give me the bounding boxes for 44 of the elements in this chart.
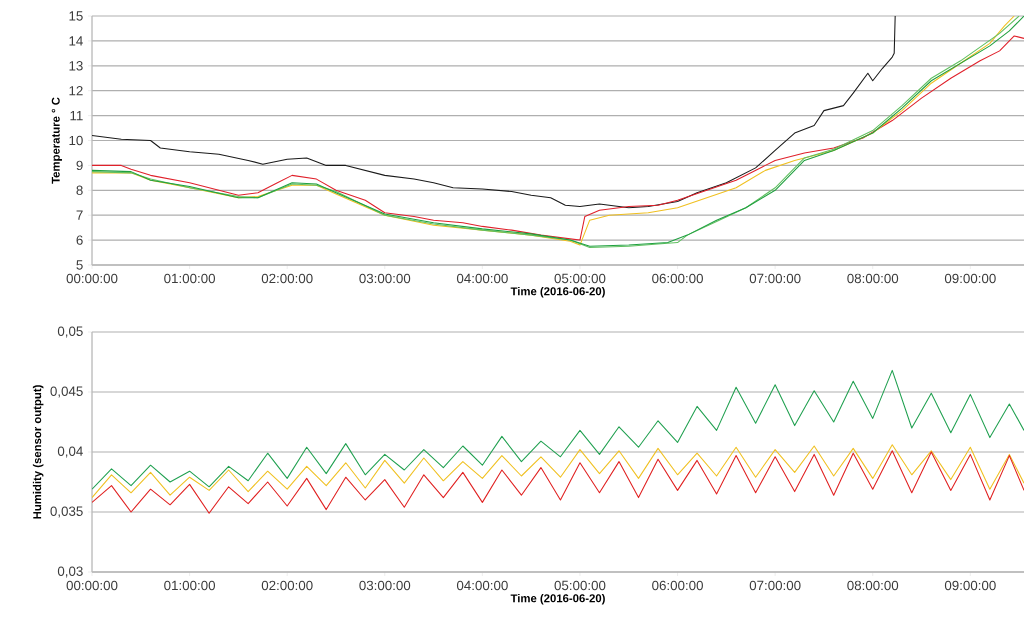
y-axis-title: Temperature ° C <box>51 97 62 184</box>
x-axis-title: Time (2016-06-20) <box>510 286 605 298</box>
y-tick-label: 6 <box>76 235 83 245</box>
x-tick-label: 08:00:00 <box>847 273 899 284</box>
line-series <box>92 16 896 209</box>
y-tick-label: 0,05 <box>57 326 83 338</box>
line-series <box>92 444 1024 499</box>
x-tick-label: 01:00:00 <box>164 273 216 284</box>
y-tick-label: 0,04 <box>57 446 83 458</box>
line-series <box>92 450 1024 514</box>
x-tick-label: 00:00:00 <box>66 273 118 284</box>
x-tick-label: 03:00:00 <box>359 273 411 284</box>
x-tick-label: 04:00:00 <box>456 580 508 591</box>
x-tick-label: 06:00:00 <box>652 580 703 591</box>
y-tick-label: 0,035 <box>50 506 83 518</box>
y-tick-label: 0,03 <box>57 566 83 578</box>
y-tick-label: 5 <box>76 260 83 270</box>
x-tick-label: 08:00:00 <box>847 580 899 591</box>
y-tick-label: 11 <box>70 111 83 121</box>
y-tick-label: 15 <box>69 11 83 21</box>
x-tick-label: 01:00:00 <box>164 580 216 591</box>
y-axis-title: Humidity (sensor output) <box>32 385 44 519</box>
y-tick-label: 10 <box>69 135 83 146</box>
x-tick-label: 02:00:00 <box>261 273 313 284</box>
y-tick-label: 12 <box>69 86 83 96</box>
x-tick-label: 09:00:00 <box>944 273 996 284</box>
x-tick-label: 09:00:00 <box>944 580 996 591</box>
y-tick-label: 0,045 <box>50 386 83 398</box>
x-tick-label: 03:00:00 <box>359 580 411 591</box>
y-tick-label: 13 <box>69 61 83 71</box>
x-tick-label: 07:00:00 <box>749 580 801 591</box>
x-tick-label: 05:00:00 <box>554 580 606 591</box>
line-series <box>92 369 1024 490</box>
x-tick-label: 00:00:00 <box>66 580 118 591</box>
x-tick-label: 05:00:00 <box>554 273 606 284</box>
y-tick-label: 7 <box>76 210 83 220</box>
x-tick-label: 04:00:00 <box>456 273 508 284</box>
x-axis-title: Time (2016-06-20) <box>510 593 605 605</box>
x-tick-label: 07:00:00 <box>749 273 801 284</box>
y-tick-label: 8 <box>76 185 83 196</box>
y-tick-label: 9 <box>76 160 83 171</box>
y-tick-label: 14 <box>69 36 83 46</box>
x-tick-label: 02:00:00 <box>261 580 313 591</box>
x-tick-label: 06:00:00 <box>652 273 703 284</box>
